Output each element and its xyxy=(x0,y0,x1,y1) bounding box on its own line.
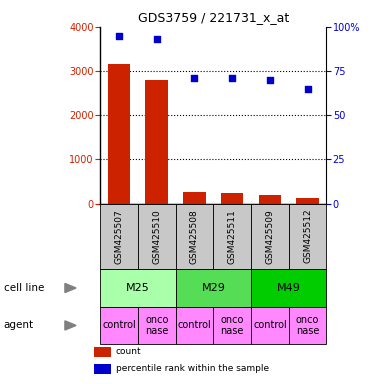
Text: onco
nase: onco nase xyxy=(220,314,244,336)
Point xyxy=(191,75,197,81)
Text: M29: M29 xyxy=(201,283,225,293)
Bar xyxy=(183,192,206,204)
Text: GSM425511: GSM425511 xyxy=(228,209,237,263)
Text: GSM425512: GSM425512 xyxy=(303,209,312,263)
Bar xyxy=(100,204,138,269)
Bar xyxy=(289,204,326,269)
Text: onco
nase: onco nase xyxy=(296,314,319,336)
Bar xyxy=(138,307,175,344)
Bar xyxy=(213,204,251,269)
Bar xyxy=(175,269,251,307)
Bar xyxy=(221,194,243,204)
Bar xyxy=(94,364,111,374)
Text: agent: agent xyxy=(4,320,34,331)
Bar xyxy=(259,195,281,204)
Bar xyxy=(145,80,168,204)
Bar xyxy=(213,307,251,344)
Point xyxy=(267,77,273,83)
Bar xyxy=(251,269,326,307)
Text: M49: M49 xyxy=(277,283,301,293)
Bar xyxy=(108,65,130,204)
Bar xyxy=(251,307,289,344)
Text: control: control xyxy=(253,320,287,331)
Bar xyxy=(289,307,326,344)
Bar xyxy=(251,204,289,269)
Text: count: count xyxy=(116,347,141,356)
Bar xyxy=(138,204,175,269)
Bar xyxy=(100,269,175,307)
Bar xyxy=(94,347,111,357)
Text: GSM425508: GSM425508 xyxy=(190,209,199,263)
Bar xyxy=(296,198,319,204)
Text: M25: M25 xyxy=(126,283,150,293)
Bar xyxy=(100,307,138,344)
Text: GSM425507: GSM425507 xyxy=(115,209,124,263)
Text: GSM425509: GSM425509 xyxy=(265,209,275,263)
Text: percentile rank within the sample: percentile rank within the sample xyxy=(116,364,269,373)
Text: GSM425510: GSM425510 xyxy=(152,209,161,263)
Text: control: control xyxy=(178,320,211,331)
Point xyxy=(305,86,311,92)
Point xyxy=(154,36,160,42)
Point xyxy=(229,75,235,81)
Title: GDS3759 / 221731_x_at: GDS3759 / 221731_x_at xyxy=(138,11,289,24)
Bar xyxy=(175,307,213,344)
Point xyxy=(116,33,122,39)
Text: cell line: cell line xyxy=(4,283,44,293)
Text: control: control xyxy=(102,320,136,331)
Bar xyxy=(175,204,213,269)
Text: onco
nase: onco nase xyxy=(145,314,168,336)
